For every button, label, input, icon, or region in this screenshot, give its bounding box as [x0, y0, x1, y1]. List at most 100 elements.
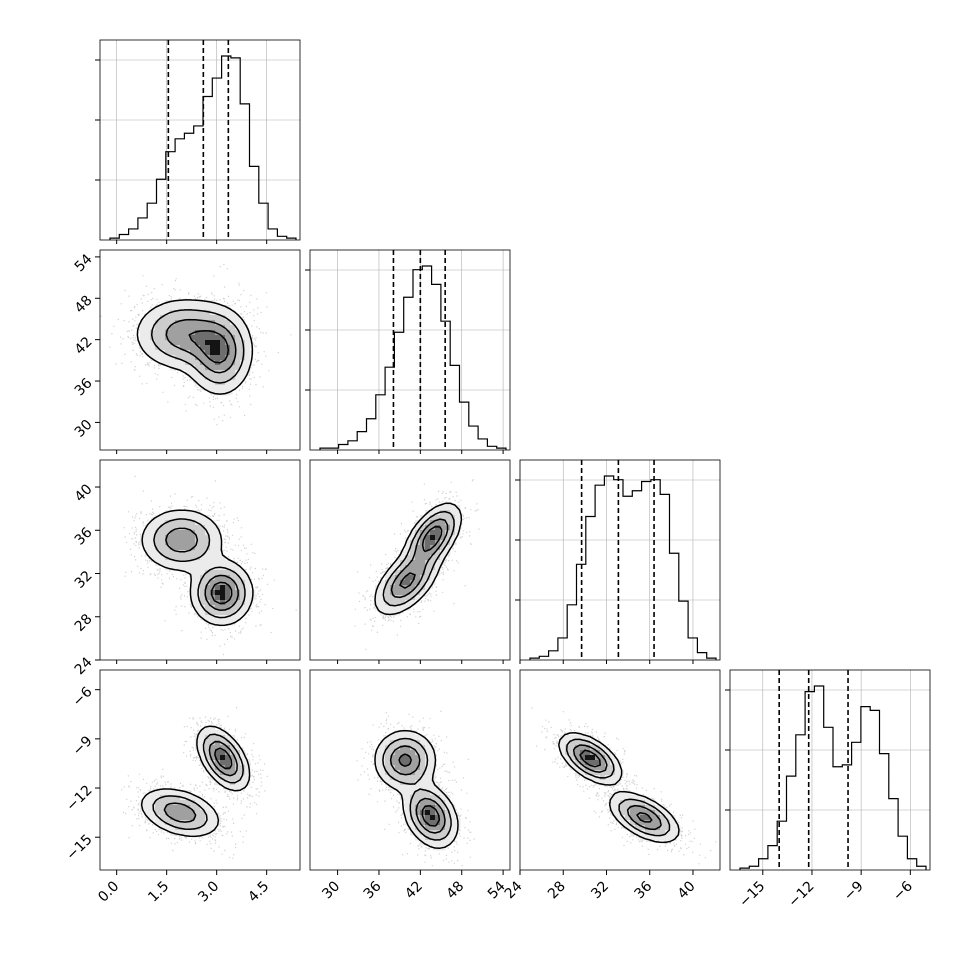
- density-cell: [160, 550, 166, 556]
- density-cell: [420, 580, 426, 586]
- histogram-step-line: [739, 685, 927, 870]
- density-cell: [215, 530, 221, 536]
- density-cell: [230, 355, 236, 361]
- density-cell: [435, 795, 441, 801]
- density-cell: [180, 345, 186, 351]
- density-cell: [170, 520, 176, 526]
- density-cell: [175, 340, 181, 346]
- density-cell: [190, 810, 196, 816]
- density-cell: [425, 580, 431, 586]
- density-cell: [235, 770, 241, 776]
- density-cell: [230, 565, 236, 571]
- density-cell: [210, 375, 216, 381]
- density-cell: [395, 580, 401, 586]
- density-cell: [205, 730, 211, 736]
- density-cell: [190, 300, 196, 306]
- density-cell: [205, 520, 211, 526]
- density-cell: [405, 745, 411, 751]
- density-cell: [165, 535, 171, 541]
- density-cell: [430, 555, 436, 561]
- density-cell: [455, 520, 461, 526]
- density-cell: [170, 345, 176, 351]
- density-cell: [245, 595, 251, 601]
- density-cell: [160, 535, 166, 541]
- density-cell: [220, 340, 226, 346]
- density-cell: [425, 775, 431, 781]
- density-cell: [150, 340, 156, 346]
- density-cell: [390, 735, 396, 741]
- density-cell: [215, 560, 221, 566]
- density-cell: [635, 795, 641, 801]
- density-cell: [165, 315, 171, 321]
- density-cell: [670, 820, 676, 826]
- density-cell: [430, 760, 436, 766]
- histogram-panel-2: [515, 459, 721, 661]
- density-cell: [405, 810, 411, 816]
- density-cell: [175, 555, 181, 561]
- density-cell: [225, 360, 231, 366]
- density-cell: [245, 575, 251, 581]
- density-cell: [185, 305, 191, 311]
- density-cell: [565, 755, 571, 761]
- density-cell: [655, 805, 661, 811]
- density-cell: [180, 325, 186, 331]
- density-cell: [440, 515, 446, 521]
- density-cell: [435, 505, 441, 511]
- density-cell: [595, 765, 601, 771]
- density-cell: [210, 385, 216, 391]
- density-cell: [235, 320, 241, 326]
- density-cell: [410, 825, 416, 831]
- density-cell: [235, 775, 241, 781]
- density-cell: [205, 340, 211, 346]
- density-cell: [445, 535, 451, 541]
- density-cell: [195, 360, 201, 366]
- density-cell: [180, 830, 186, 836]
- density-cell: [175, 330, 181, 336]
- density-cell: [220, 305, 226, 311]
- density-cell: [230, 610, 236, 616]
- density-cell: [445, 810, 451, 816]
- density-cell: [435, 840, 441, 846]
- density-cell: [205, 350, 211, 356]
- density-cell: [650, 835, 656, 841]
- density-cell: [230, 380, 236, 386]
- contour-line-0: [141, 509, 254, 627]
- density-cell: [415, 810, 421, 816]
- density-cell: [240, 335, 246, 341]
- density-cell: [230, 370, 236, 376]
- density-cell: [155, 340, 161, 346]
- density-cell: [225, 580, 231, 586]
- density-cell: [140, 330, 146, 336]
- density-cell: [425, 745, 431, 751]
- density-cell: [585, 755, 591, 761]
- density-cell: [410, 785, 416, 791]
- density-cell: [225, 785, 231, 791]
- density-cell: [675, 825, 681, 831]
- density-cell: [245, 335, 251, 341]
- density-cell: [610, 775, 616, 781]
- density-cell: [185, 550, 191, 556]
- density-cell: [405, 560, 411, 566]
- density-cell: [400, 605, 406, 611]
- density-cell: [630, 815, 636, 821]
- density-cell: [215, 555, 221, 561]
- density-cell: [200, 350, 206, 356]
- density-cell: [210, 380, 216, 386]
- density-cell: [615, 760, 621, 766]
- density-cell: [185, 815, 191, 821]
- density-cell: [210, 540, 216, 546]
- density-cell: [645, 815, 651, 821]
- density-cell: [630, 810, 636, 816]
- density-cell: [170, 325, 176, 331]
- x-tick-label: 24: [502, 878, 526, 902]
- density-cell: [150, 540, 156, 546]
- density-cell: [170, 555, 176, 561]
- density-cell: [210, 745, 216, 751]
- density-cell: [210, 750, 216, 756]
- density-cell: [375, 595, 381, 601]
- density-cell: [215, 595, 221, 601]
- density-cell: [205, 380, 211, 386]
- density-cell: [240, 320, 246, 326]
- panel-frame: [309, 249, 511, 451]
- density-cell: [205, 825, 211, 831]
